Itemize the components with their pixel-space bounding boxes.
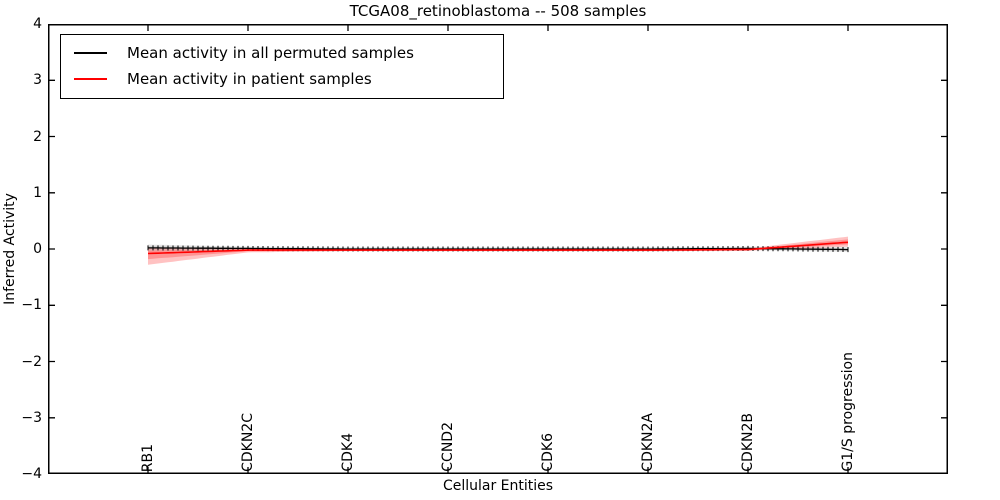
chart-title: TCGA08_retinoblastoma -- 508 samples xyxy=(349,2,647,20)
markers-series-0 xyxy=(147,245,849,253)
y-tick-label: 1 xyxy=(33,184,42,201)
legend: Mean activity in all permuted samples Me… xyxy=(60,34,504,99)
y-tick-label: 0 xyxy=(33,241,42,257)
line-series-1 xyxy=(147,241,849,255)
y-tick-label: −1 xyxy=(21,297,42,314)
plot-area: RB1 CDKN2C CDK4 CCND2 CDK6 CDKN2A CDKN2B G1/S p… xyxy=(48,24,948,474)
y-tick-label: −4 xyxy=(21,466,42,482)
chart-svg xyxy=(48,24,948,474)
y-tick-label: 4 xyxy=(33,16,42,32)
legend-line-sample-red xyxy=(74,78,107,80)
y-tick-label: 2 xyxy=(33,128,42,145)
x-tick-label: G1/S progression xyxy=(840,352,856,472)
plot-border xyxy=(48,24,948,474)
legend-label-permuted: Mean activity in all permuted samples xyxy=(127,44,414,62)
x-tick-label: CDK4 xyxy=(340,433,356,472)
x-tick-label: CDK6 xyxy=(540,433,556,472)
y-tick-label: 3 xyxy=(33,72,42,89)
x-tick-label: CDKN2B xyxy=(740,413,756,472)
x-axis-label: Cellular Entities xyxy=(442,478,554,494)
x-tick-label: CDKN2C xyxy=(240,413,256,472)
x-tick-label: CDKN2A xyxy=(640,413,656,472)
legend-entry-patient: Mean activity in patient samples xyxy=(61,66,503,92)
y-tick-label: −2 xyxy=(21,353,42,370)
legend-label-patient: Mean activity in patient samples xyxy=(127,70,372,88)
x-tick-label: CCND2 xyxy=(440,422,456,472)
legend-line-sample-black xyxy=(74,52,107,54)
legend-entry-permuted: Mean activity in all permuted samples xyxy=(61,40,503,66)
y-tick-label: −3 xyxy=(21,409,42,426)
axis-ticks xyxy=(48,24,948,474)
x-tick-label: RB1 xyxy=(140,443,156,472)
